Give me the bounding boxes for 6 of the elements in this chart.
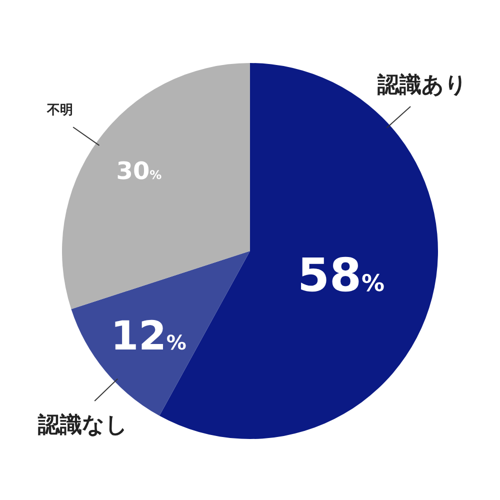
slice-label: 不明 — [46, 102, 73, 118]
data-label: 30% — [116, 156, 162, 185]
slice-label: 認識あり — [376, 72, 468, 98]
data-label: 12% — [110, 313, 186, 360]
data-label: 58% — [298, 248, 385, 302]
slice-label: 認識なし — [37, 412, 128, 438]
